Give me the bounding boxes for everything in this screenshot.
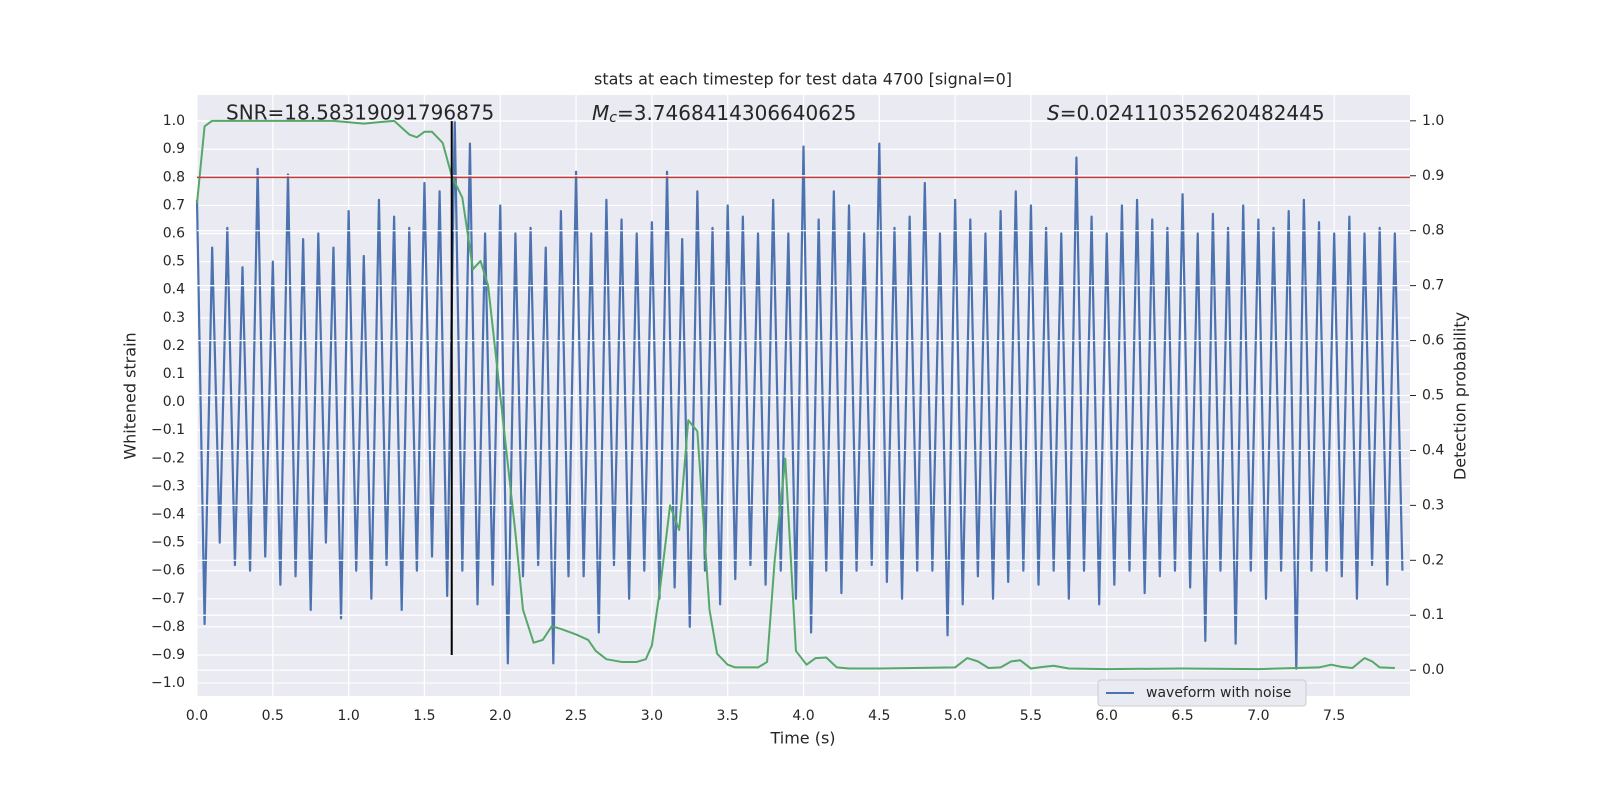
y2-tick-label: 0.3 <box>1422 497 1444 513</box>
y-tick-label: 0.5 <box>163 254 185 270</box>
x-tick-label: 7.0 <box>1247 708 1269 724</box>
y-tick-label: 0.9 <box>163 141 185 157</box>
annotation: S=0.024110352620482445 <box>1047 101 1325 125</box>
x-tick-label: 6.5 <box>1171 708 1193 724</box>
y-tick-label: 0.4 <box>163 282 185 298</box>
x-tick-label: 0.5 <box>262 708 284 724</box>
y2-tick-label: 0.2 <box>1422 552 1444 568</box>
y-tick-label: 0.7 <box>163 197 185 213</box>
y-tick-label: −0.6 <box>151 563 185 579</box>
y2-tick-label: 0.4 <box>1422 442 1444 458</box>
annotation-symbol: S <box>1047 101 1060 125</box>
x-tick-label: 5.5 <box>1020 708 1042 724</box>
chart-title: stats at each timestep for test data 470… <box>594 70 1012 89</box>
waveform-line <box>195 120 1404 671</box>
y2-tick-label: 0.5 <box>1422 388 1444 404</box>
y-tick-label: −0.4 <box>151 506 185 522</box>
x-tick-label: 7.5 <box>1323 708 1345 724</box>
y2-tick-label: 0.8 <box>1422 223 1444 239</box>
legend: waveform with noise <box>1097 679 1307 707</box>
annotation-text: =3.7468414306640625 <box>617 101 856 125</box>
x-tick-label: 2.0 <box>489 708 511 724</box>
y-axis-label: Whitened strain <box>121 332 140 459</box>
y-tick-label: −0.8 <box>151 619 185 635</box>
x-tick-label: 4.0 <box>792 708 814 724</box>
x-tick-label: 6.0 <box>1096 708 1118 724</box>
x-axis-label: Time (s) <box>769 729 835 748</box>
y2-tick-label: 0.6 <box>1422 333 1444 349</box>
y-tick-label: 0.1 <box>163 366 185 382</box>
y2-axis-label: Detection probability <box>1451 312 1470 480</box>
x-tick-label: 5.0 <box>944 708 966 724</box>
annotation: SNR=18.58319091796875 <box>226 101 494 125</box>
y-tick-label: 0.6 <box>163 226 185 242</box>
y-tick-label: −1.0 <box>151 675 185 691</box>
x-tick-label: 1.0 <box>337 708 359 724</box>
y2-tick-label: 0.9 <box>1422 168 1444 184</box>
y-tick-label: −0.2 <box>151 450 185 466</box>
y-tick-label: −0.1 <box>151 422 185 438</box>
y-tick-label: 0.8 <box>163 169 185 185</box>
x-tick-label: 4.5 <box>868 708 890 724</box>
probability-line <box>196 119 1395 671</box>
annotation-text: =0.024110352620482445 <box>1060 101 1325 125</box>
legend-box <box>1097 679 1307 707</box>
x-tick-label: 0.0 <box>186 708 208 724</box>
y-tick-label: 0.0 <box>163 394 185 410</box>
y-tick-label: −0.7 <box>151 591 185 607</box>
y-tick-label: −0.9 <box>151 647 185 663</box>
annotation-symbol: M <box>592 101 609 125</box>
y2-tick-label: 0.1 <box>1422 607 1444 623</box>
y-tick-label: −0.3 <box>151 478 185 494</box>
x-tick-label: 3.5 <box>717 708 739 724</box>
y-tick-label: −0.5 <box>151 535 185 551</box>
annotation: Mc=3.7468414306640625 <box>592 101 856 127</box>
y2-tick-label: 0.7 <box>1422 278 1444 294</box>
annotation-sub: c <box>609 110 617 126</box>
y-tick-label: 0.2 <box>163 338 185 354</box>
x-tick-label: 2.5 <box>565 708 587 724</box>
legend-label: waveform with noise <box>1146 685 1291 701</box>
x-tick-label: 3.0 <box>641 708 663 724</box>
y-tick-label: 0.3 <box>163 310 185 326</box>
y-tick-label: 1.0 <box>163 113 185 129</box>
y2-tick-label: 1.0 <box>1422 113 1444 129</box>
x-tick-label: 1.5 <box>413 708 435 724</box>
y2-tick-label: 0.0 <box>1422 662 1444 678</box>
